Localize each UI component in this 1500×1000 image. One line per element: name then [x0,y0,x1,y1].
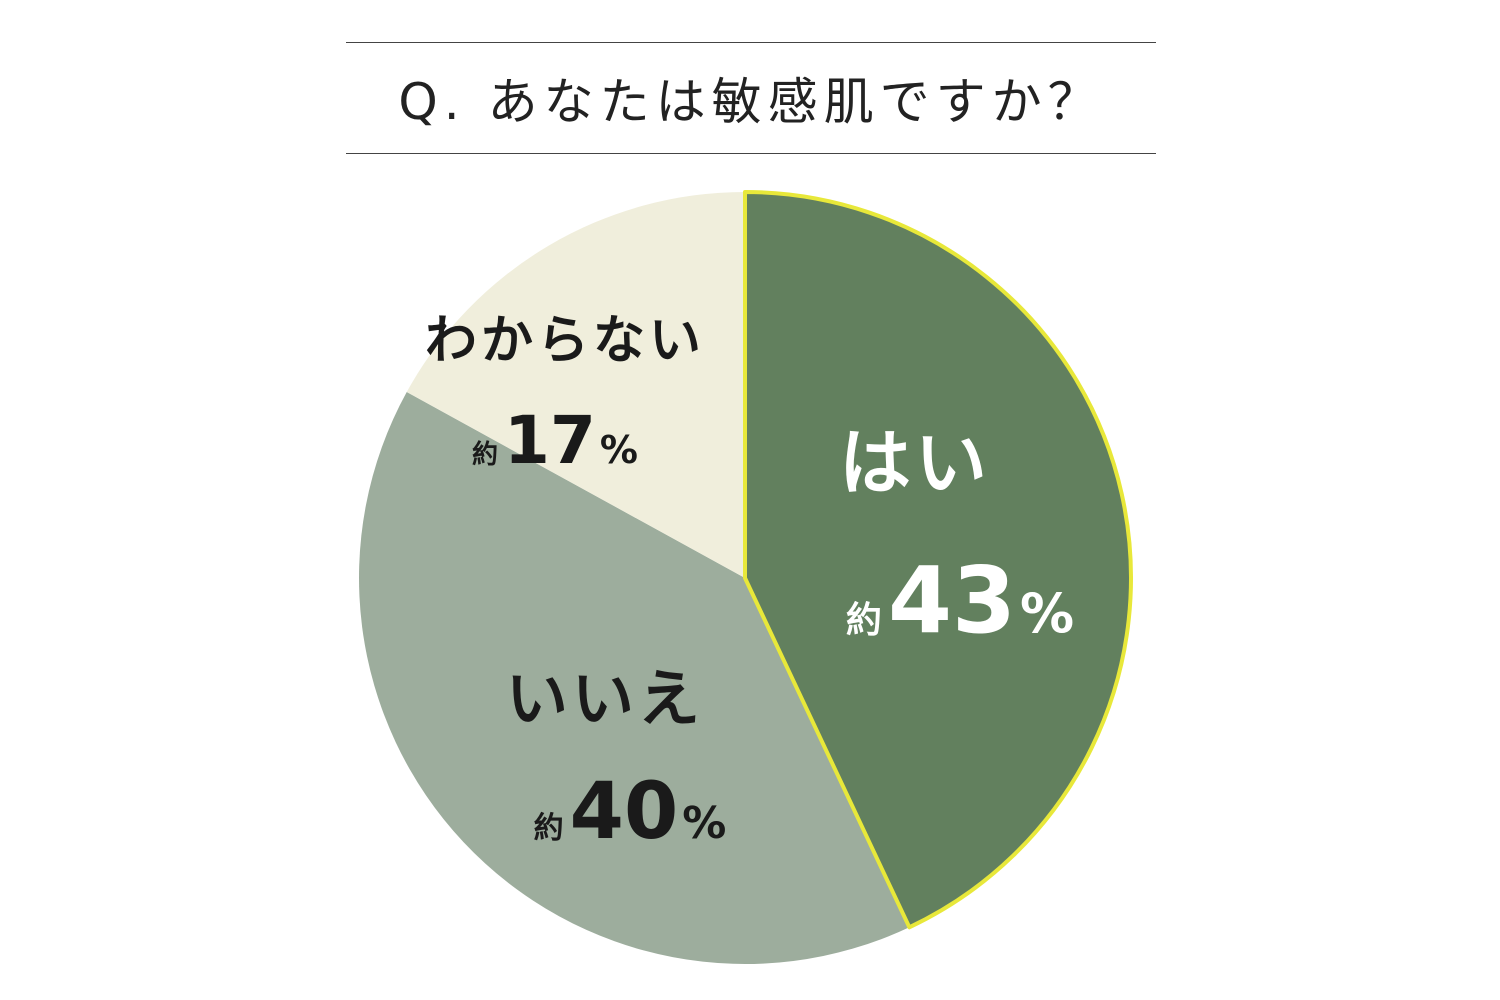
value-number: 43 [888,547,1016,654]
value-number: 40 [570,767,679,857]
value-unit: % [600,428,638,472]
value-unit: % [682,798,726,849]
slice-label-no: いいえ [506,662,704,735]
pie-slice-unknown [406,192,745,578]
value-prefix: 約 [472,439,498,470]
slice-label-yes: はい [839,421,991,505]
slice-value-no: 約40% [534,767,727,857]
slice-label-unknown: わからない [425,311,705,371]
title-bottom-rule [346,153,1156,154]
pie-slice-yes [743,190,1133,930]
value-unit: % [1020,582,1074,645]
title-top-rule [346,42,1156,43]
slice-value-yes: 約43% [846,547,1074,654]
chart-title: Q. あなたは敏感肌ですか？ [398,73,1104,131]
pie-slice-no [359,392,910,964]
value-prefix: 約 [846,600,882,641]
slice-value-unknown: 約17% [472,402,638,479]
pie-slices [359,190,1133,964]
value-prefix: 約 [534,811,564,846]
value-number: 17 [504,402,596,479]
